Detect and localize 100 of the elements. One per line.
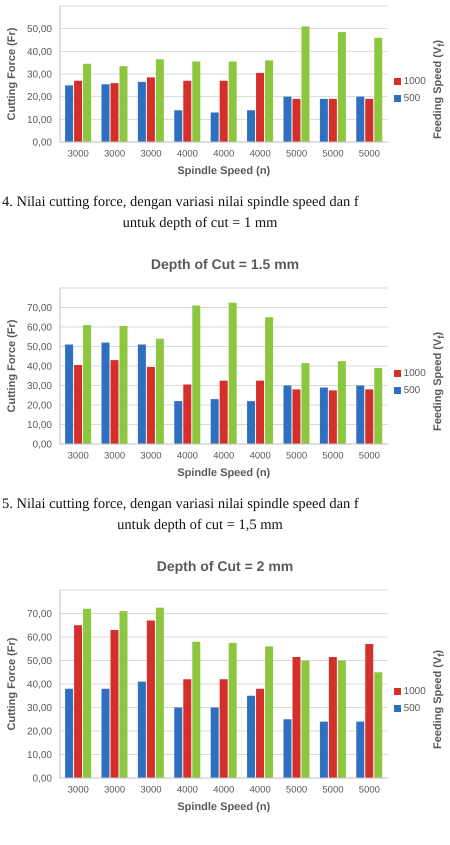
- bar: [146, 620, 155, 778]
- bar: [301, 363, 310, 444]
- bar: [365, 98, 374, 142]
- bar: [146, 366, 155, 444]
- bar: [210, 112, 219, 142]
- y-tick-label: 50,00: [26, 656, 52, 668]
- y-tick-label: 40,00: [26, 680, 52, 691]
- x-tick-label: 3000: [68, 784, 89, 796]
- text: 5. Nilai cutting force, dengan variasi nilai spindle speed dan f: [1, 495, 360, 514]
- bar: [338, 361, 346, 444]
- bar: [210, 708, 219, 778]
- x-tick-label: 4000: [250, 148, 271, 160]
- bar: [138, 344, 146, 444]
- bar: [228, 302, 237, 444]
- bar: [74, 625, 82, 778]
- bar: [374, 368, 382, 444]
- x-tick-label: 5000: [286, 784, 308, 796]
- bar: [328, 98, 337, 142]
- y-tick-label: 0,00: [32, 138, 52, 149]
- x-tick-label: 5000: [286, 148, 308, 160]
- x-tick-label: 4000: [250, 450, 271, 462]
- bar: [328, 656, 337, 778]
- bar: [338, 660, 346, 778]
- legend-label: 1000: [404, 686, 426, 697]
- bar: [283, 96, 292, 142]
- bar: [119, 66, 128, 142]
- bar: [138, 682, 146, 778]
- x-tick-label: 4000: [176, 450, 198, 462]
- bar: [192, 306, 200, 444]
- y-axis-title: Cutting Force (Fr): [6, 319, 18, 412]
- text: 4. Nilai cutting force, dengan variasi nilai spindle speed dan f: [1, 193, 360, 212]
- bar: [365, 644, 374, 778]
- bar: [119, 611, 128, 778]
- y-tick-label: 30,00: [26, 70, 52, 81]
- y-tick-label: 40,00: [26, 362, 52, 373]
- x-tick-label: 4000: [213, 784, 234, 796]
- y-tick-label: 20,00: [26, 400, 52, 412]
- y-tick-label: 0,00: [32, 774, 52, 785]
- x-tick-label: 4000: [176, 784, 198, 796]
- text: untuk depth of cut = 1,5 mm: [116, 516, 284, 535]
- bar: [156, 608, 164, 778]
- x-tick-label: 5000: [322, 784, 344, 796]
- bar: [65, 688, 74, 778]
- bar: [156, 59, 164, 142]
- bar: [110, 83, 118, 142]
- bar: [220, 80, 228, 142]
- bar: [374, 38, 382, 142]
- x-tick-label: 5000: [286, 450, 308, 462]
- legend-label: 500: [404, 93, 420, 104]
- x-tick-label: 5000: [358, 148, 380, 160]
- bar: [183, 679, 192, 778]
- bar: [301, 660, 310, 778]
- text: untuk depth of cut = 1 mm: [122, 214, 278, 233]
- bar: [183, 80, 192, 142]
- y-tick-label: 50,00: [26, 24, 52, 36]
- bar: [74, 80, 82, 142]
- x-tick-label: 3000: [140, 784, 162, 796]
- bar: [265, 646, 274, 778]
- bar: [320, 722, 328, 778]
- bar: [119, 326, 128, 444]
- x-tick-label: 5000: [322, 148, 344, 160]
- legend-label: 1000: [404, 76, 426, 87]
- y-tick-label: 20,00: [26, 726, 52, 738]
- bar: [210, 399, 219, 444]
- x-tick-label: 4000: [250, 784, 271, 796]
- bar: [283, 386, 292, 444]
- bar: [356, 386, 364, 444]
- y-tick-label: 50,00: [26, 342, 52, 354]
- bar: [83, 325, 92, 444]
- x-tick-label: 5000: [358, 450, 380, 462]
- bar: [220, 679, 228, 778]
- bar: [320, 387, 328, 444]
- bar: [220, 380, 228, 444]
- bar: [301, 26, 310, 142]
- bar: [320, 98, 328, 142]
- bar: [156, 338, 164, 444]
- bar: [228, 62, 237, 142]
- y-tick-label: 10,00: [26, 114, 52, 126]
- bar: [174, 110, 182, 142]
- bar: [256, 380, 264, 444]
- bar: [283, 719, 292, 778]
- bar: [101, 688, 110, 778]
- x-tick-label: 3000: [68, 148, 89, 160]
- bar: [292, 98, 300, 142]
- bar: [101, 342, 110, 444]
- legend-label: 1000: [404, 368, 426, 379]
- bar: [356, 722, 364, 778]
- y-tick-label: 70,00: [26, 609, 52, 620]
- bar: [183, 384, 192, 444]
- bar: [265, 60, 274, 142]
- bar: [256, 688, 264, 778]
- y-tick-label: 20,00: [26, 92, 52, 104]
- chart-title: Depth of Cut = 1.5 mm: [150, 255, 300, 274]
- y-tick-label: 0,00: [32, 440, 52, 451]
- bar: [356, 96, 364, 142]
- bar: [228, 642, 237, 778]
- bar: [192, 62, 200, 142]
- y-axis-title: Cutting Force (Fr): [6, 637, 18, 730]
- bar: [256, 72, 264, 142]
- bar: [247, 401, 256, 444]
